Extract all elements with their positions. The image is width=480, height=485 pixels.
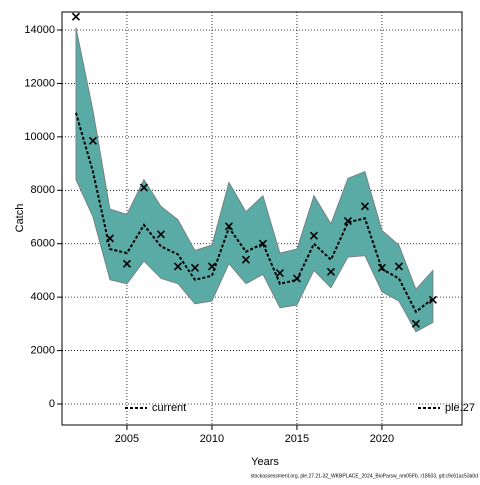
observed-point <box>360 202 369 211</box>
observed-point <box>411 319 420 328</box>
observed-point <box>88 136 98 145</box>
observed-point <box>105 234 115 243</box>
footer: stockassessment.org, ple.27.21-32_WKBPLA… <box>251 473 479 479</box>
y-tick-label: 14000 <box>24 24 55 36</box>
observed-point <box>207 262 217 271</box>
plot-frame <box>61 11 463 426</box>
y-axis-label: Catch <box>14 204 26 233</box>
x-axis-label: Years <box>251 456 279 468</box>
observed-point <box>122 259 132 268</box>
observed-point <box>292 274 301 283</box>
y-tick-label: 6000 <box>31 238 55 250</box>
observed-point <box>241 255 251 264</box>
observed-point <box>190 263 200 272</box>
x-tick-label: 2010 <box>200 433 224 445</box>
observed-point <box>343 216 352 226</box>
observed-point <box>326 267 335 276</box>
y-tick-label: 0 <box>49 398 55 410</box>
observed-point <box>394 262 403 271</box>
observed-point <box>309 231 318 240</box>
y-tick-label: 8000 <box>31 184 55 196</box>
confidence-band <box>75 27 434 333</box>
y-tick-label: 12000 <box>24 77 55 89</box>
observed-point <box>377 263 386 272</box>
observed-point <box>173 262 183 271</box>
x-tick-label: 2005 <box>115 433 139 445</box>
y-tick-label: 4000 <box>31 291 55 303</box>
observed-point <box>224 222 234 231</box>
observed-point <box>258 239 268 248</box>
observed-point <box>139 183 149 192</box>
y-tick-label: 2000 <box>31 344 55 356</box>
observed-point <box>428 295 437 304</box>
x-tick-label: 2020 <box>370 433 394 445</box>
x-tick-label: 2015 <box>285 433 309 445</box>
legend-label: ple.27 <box>445 402 475 414</box>
y-tick-label: 10000 <box>24 131 55 143</box>
legend-label: current <box>152 402 186 414</box>
observed-point <box>71 12 81 21</box>
observed-point <box>275 269 285 278</box>
observed-point <box>156 230 166 239</box>
